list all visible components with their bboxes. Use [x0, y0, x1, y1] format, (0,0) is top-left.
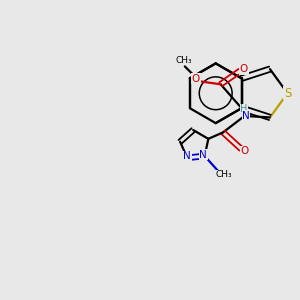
- Text: N: N: [183, 151, 191, 161]
- Text: O: O: [192, 74, 200, 84]
- Text: CH₃: CH₃: [215, 170, 232, 179]
- Text: CH₃: CH₃: [175, 56, 192, 65]
- Text: O: O: [240, 64, 248, 74]
- Text: H: H: [240, 104, 248, 114]
- Text: N: N: [199, 149, 207, 160]
- Text: S: S: [284, 87, 291, 100]
- Text: N: N: [242, 111, 250, 121]
- Text: O: O: [240, 146, 249, 156]
